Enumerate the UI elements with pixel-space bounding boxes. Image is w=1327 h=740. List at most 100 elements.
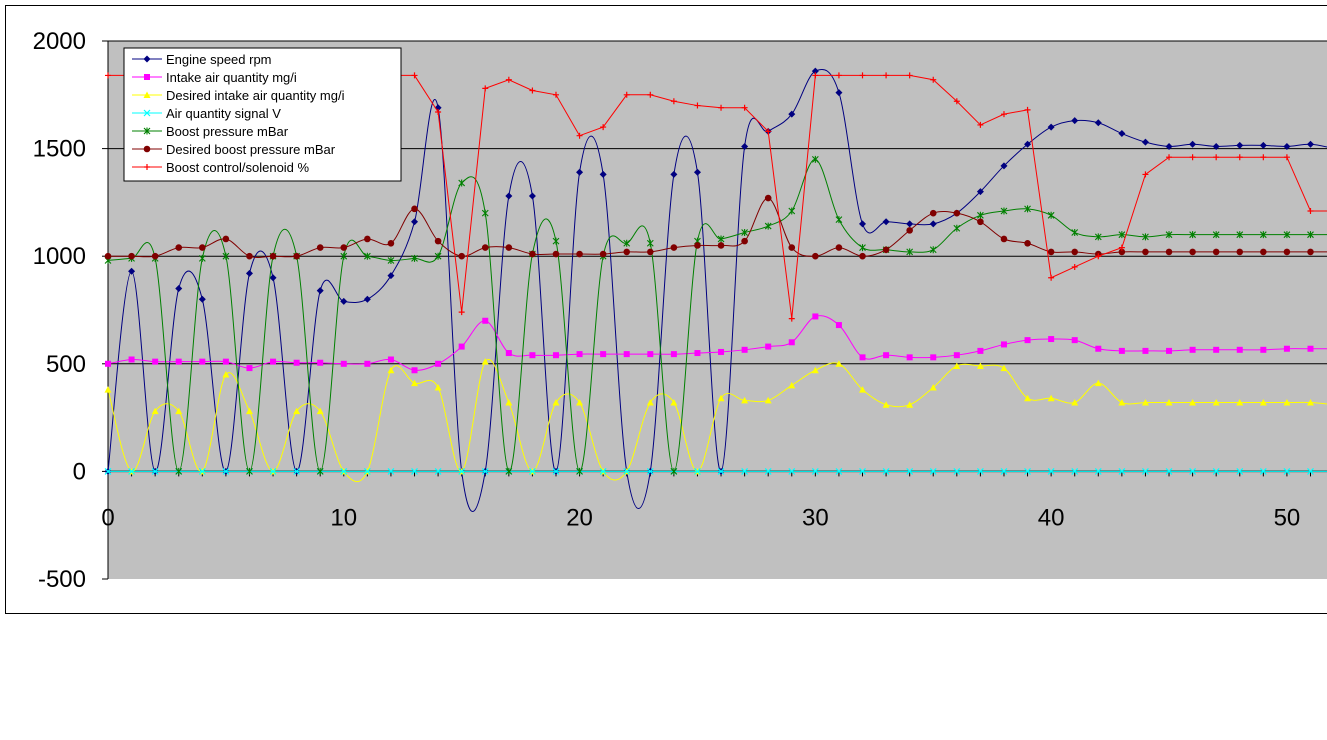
data-point [717,467,725,475]
x-tick-label: 30 [802,504,829,531]
legend-label: Engine speed rpm [166,52,272,67]
data-point [458,252,465,260]
data-point [764,222,772,230]
x-tick-label: 40 [1038,504,1065,531]
data-point [1118,248,1126,256]
data-point [953,98,960,105]
data-point [1094,379,1102,387]
y-tick-label: 1500 [33,136,86,163]
data-point [293,252,300,260]
legend-label: Desired intake air quantity mg/i [166,88,345,103]
data-point [623,467,631,475]
data-point [647,91,654,98]
data-point [552,250,560,258]
legend-label: Desired boost pressure mBar [166,142,336,157]
data-point [835,322,842,329]
data-point [175,284,183,292]
data-point [1000,467,1008,475]
data-point [505,192,513,200]
data-point [718,348,725,355]
data-point [576,132,583,139]
data-point [222,358,229,365]
series-group [104,67,1327,512]
legend-item: Boost control/solenoid % [132,160,310,175]
data-point [1142,347,1149,354]
data-point [576,467,583,475]
data-point [1118,244,1125,251]
data-point [670,98,677,105]
data-point [1000,162,1008,170]
data-point [670,170,678,178]
data-point [623,351,630,358]
data-point [411,367,418,374]
data-point [364,360,371,367]
data-point [1260,154,1267,161]
data-point [1212,467,1220,475]
data-point [529,87,536,94]
data-point [1236,141,1244,149]
data-point [387,467,395,475]
data-point [222,252,230,260]
data-point [105,72,111,79]
data-point [811,155,819,163]
data-point [198,254,206,262]
y-tick-label: -500 [38,566,86,593]
data-point [599,170,607,178]
y-tick-label: 2000 [33,28,86,55]
data-point [765,128,772,135]
data-point [1118,347,1125,354]
data-point [316,407,324,415]
data-point [1094,467,1102,475]
data-point [1212,399,1220,406]
data-point [1141,138,1149,146]
data-point [1048,274,1055,281]
data-point [434,237,442,245]
x-tick-label: 20 [566,504,593,531]
data-point [1071,248,1079,256]
data-point [1071,229,1079,237]
data-point [528,467,536,475]
data-point [623,91,630,98]
data-point [647,248,654,256]
series-line [107,68,1327,512]
data-point [953,467,961,475]
legend-item: Intake air quantity mg/i [132,70,297,85]
data-point [1142,248,1149,256]
data-point [647,351,654,358]
data-point [576,168,584,176]
data-point [1048,336,1055,343]
data-point [741,142,749,150]
data-point [906,72,913,79]
data-point [1000,207,1008,215]
data-point [458,179,466,187]
data-point [1071,399,1079,406]
data-point [1283,231,1291,239]
data-point [929,220,937,228]
data-point [175,407,183,415]
data-point [411,72,418,79]
legend-item: Desired boost pressure mBar [132,142,336,157]
data-point [670,399,678,406]
legend-label: Air quantity signal V [166,106,281,121]
data-point [505,350,512,357]
data-point [976,362,984,369]
data-point [552,237,560,245]
data-point [859,244,866,252]
data-point [505,244,513,251]
data-point [363,295,371,303]
data-point [1071,117,1079,125]
data-point [1306,399,1314,406]
data-point [1047,248,1055,256]
data-point [199,358,206,365]
data-point [1189,346,1196,353]
data-point [222,235,230,243]
data-point [387,272,395,280]
data-point [198,467,206,475]
data-point [788,381,796,389]
data-point [1283,345,1290,352]
data-point [435,109,442,116]
data-point [883,72,890,79]
data-point [1212,142,1220,150]
data-point [1283,399,1291,406]
data-point [105,360,111,367]
